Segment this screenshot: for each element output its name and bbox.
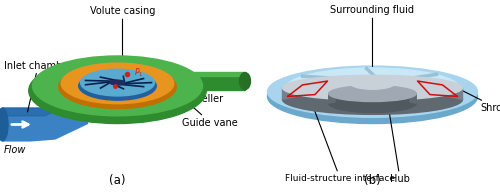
- Text: Hub: Hub: [388, 101, 410, 184]
- Ellipse shape: [285, 68, 460, 109]
- Text: (a): (a): [109, 174, 126, 187]
- Text: Volute casing: Volute casing: [90, 6, 155, 59]
- Ellipse shape: [282, 75, 463, 100]
- Text: $P_1$: $P_1$: [134, 66, 143, 79]
- Text: Flow: Flow: [4, 145, 26, 155]
- Text: Surrounding fluid: Surrounding fluid: [330, 5, 414, 67]
- Text: Inlet chamber: Inlet chamber: [4, 61, 72, 112]
- Ellipse shape: [79, 72, 156, 100]
- Ellipse shape: [32, 56, 202, 116]
- Ellipse shape: [329, 86, 416, 102]
- Ellipse shape: [29, 58, 206, 124]
- Polygon shape: [450, 85, 462, 99]
- Ellipse shape: [350, 77, 395, 89]
- Polygon shape: [282, 85, 295, 99]
- Ellipse shape: [110, 80, 125, 85]
- Polygon shape: [168, 76, 245, 90]
- Text: Impeller: Impeller: [154, 83, 222, 104]
- Polygon shape: [168, 72, 245, 76]
- Ellipse shape: [80, 69, 154, 96]
- Text: Fluid-structure interface: Fluid-structure interface: [285, 92, 395, 183]
- Ellipse shape: [268, 66, 478, 117]
- Polygon shape: [410, 92, 416, 103]
- Ellipse shape: [268, 69, 478, 124]
- Text: Shroud: Shroud: [462, 91, 500, 113]
- Ellipse shape: [282, 85, 463, 114]
- Polygon shape: [2, 91, 87, 141]
- Ellipse shape: [240, 73, 250, 90]
- Ellipse shape: [61, 63, 174, 104]
- Ellipse shape: [329, 94, 416, 112]
- Text: (b): (b): [364, 174, 381, 187]
- Polygon shape: [329, 92, 335, 103]
- Text: Guide vane: Guide vane: [172, 89, 238, 128]
- Ellipse shape: [0, 108, 8, 141]
- Ellipse shape: [59, 65, 176, 108]
- Polygon shape: [2, 91, 87, 116]
